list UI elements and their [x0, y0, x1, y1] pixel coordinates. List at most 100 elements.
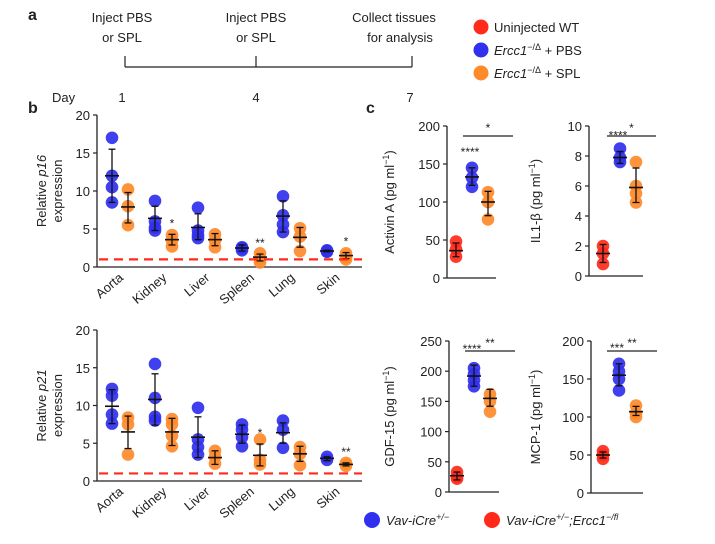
significance-mark: ** [341, 445, 351, 459]
bracket-significance: ** [627, 336, 637, 350]
category-label: Skin [313, 484, 342, 512]
y-tick-label: 6 [575, 179, 582, 194]
data-point [483, 405, 497, 418]
legend-rest-sup: −/fl [606, 512, 619, 522]
category-label: Spleen [216, 484, 257, 522]
category-label: Kidney [129, 483, 169, 520]
data-point [276, 441, 290, 455]
data-point [191, 401, 205, 415]
legend-sup: −/Δ [527, 42, 541, 52]
legend-marker [473, 19, 489, 35]
y-tick-label: 15 [76, 361, 90, 376]
y-tick-label: 8 [575, 149, 582, 164]
data-point [121, 448, 135, 461]
data-point [629, 410, 643, 424]
category-label: Skin [313, 270, 342, 298]
legend-label: Ercc1−/Δ + SPL [494, 65, 580, 81]
data-point [148, 357, 162, 371]
y-label-text: GDF-15 (pg ml [382, 381, 397, 467]
category-label: Liver [181, 269, 213, 299]
legend-label: Uninjected WT [494, 20, 579, 35]
category-label: Aorta [92, 269, 126, 301]
y-tick-label: 2 [575, 239, 582, 254]
y-axis-label: Relative p16 [34, 154, 49, 227]
y-tick-label: 50 [570, 448, 584, 463]
y-label-sup: −1 [381, 371, 391, 381]
y-label-end: ) [528, 159, 543, 163]
y-label-text: MCP-1 (pg ml [528, 384, 543, 464]
y-tick-label: 4 [575, 209, 582, 224]
data-point [105, 131, 119, 145]
y-tick-label: 100 [418, 195, 440, 210]
y-tick-label: 20 [76, 323, 90, 338]
legend-text: Vav-iCre [506, 513, 556, 528]
y-axis-label: IL1-β (pg ml−1) [527, 159, 543, 243]
event-3-line1: Collect tissues [352, 10, 436, 25]
category-label: Spleen [216, 270, 257, 308]
y-tick-label: 200 [562, 334, 584, 349]
y-tick-label: 0 [83, 260, 90, 275]
data-point [612, 384, 626, 397]
event-3-line2: for analysis [367, 30, 433, 45]
y-label-prefix: Relative [34, 391, 49, 442]
chart-mcp1: 0 50 100 150 200 MCP-1 (pg ml−1) *** ** [527, 334, 657, 501]
data-point [148, 194, 162, 208]
y-tick-label: 100 [420, 425, 442, 440]
day-4: 4 [252, 90, 259, 105]
y-label-text: IL1-β (pg ml [528, 173, 543, 243]
y-tick-label: 10 [76, 399, 90, 414]
legend-gene: Ercc1 [494, 66, 527, 81]
data-point [276, 414, 290, 427]
y-label-end: ) [382, 150, 397, 154]
legend-text: + PBS [541, 43, 582, 58]
y-axis-label-line2: expression [50, 374, 65, 437]
category-label: Aorta [92, 483, 126, 515]
data-point [208, 240, 222, 254]
legend-text: + SPL [541, 66, 580, 81]
legend-label: Ercc1−/Δ + PBS [494, 42, 582, 58]
event-2-line2: or SPL [236, 30, 276, 45]
y-tick-label: 15 [76, 146, 90, 161]
significance-mark: * [258, 426, 263, 440]
bracket-significance: ** [485, 336, 495, 350]
y-label-sup: −1 [527, 163, 537, 173]
data-point [596, 257, 610, 271]
data-point [121, 218, 135, 232]
legend-text: Vav-iCre [386, 513, 436, 528]
y-label-gene: p21 [34, 369, 49, 392]
y-label-gene: p16 [34, 154, 49, 177]
day-1: 1 [118, 90, 125, 105]
legend-marker [473, 42, 489, 58]
data-point [253, 433, 267, 446]
significance-mark: *** [610, 341, 624, 355]
y-tick-label: 50 [426, 233, 440, 248]
data-point [465, 180, 479, 194]
y-axis-label: MCP-1 (pg ml−1) [527, 370, 543, 465]
legend-sup: −/Δ [527, 65, 541, 75]
y-tick-label: 0 [433, 271, 440, 286]
legend-text: Uninjected WT [494, 20, 579, 35]
data-point [191, 201, 205, 215]
y-tick-label: 10 [76, 184, 90, 199]
significance-mark: * [344, 235, 349, 249]
legend-rest: ;Ercc1 [569, 513, 606, 528]
y-axis-label: Relative p21 [34, 369, 49, 441]
y-tick-label: 200 [420, 364, 442, 379]
y-axis-label: GDF-15 (pg ml−1) [381, 366, 397, 467]
data-point [629, 155, 643, 169]
legend-marker [364, 512, 380, 528]
data-point [165, 439, 179, 453]
y-tick-label: 150 [562, 372, 584, 387]
y-axis-label: Activin A (pg ml−1) [381, 150, 397, 253]
y-tick-label: 0 [83, 474, 90, 489]
y-label-text: Activin A (pg ml [382, 165, 397, 254]
significance-mark: * [170, 216, 175, 230]
y-label-prefix: Relative [34, 177, 49, 228]
